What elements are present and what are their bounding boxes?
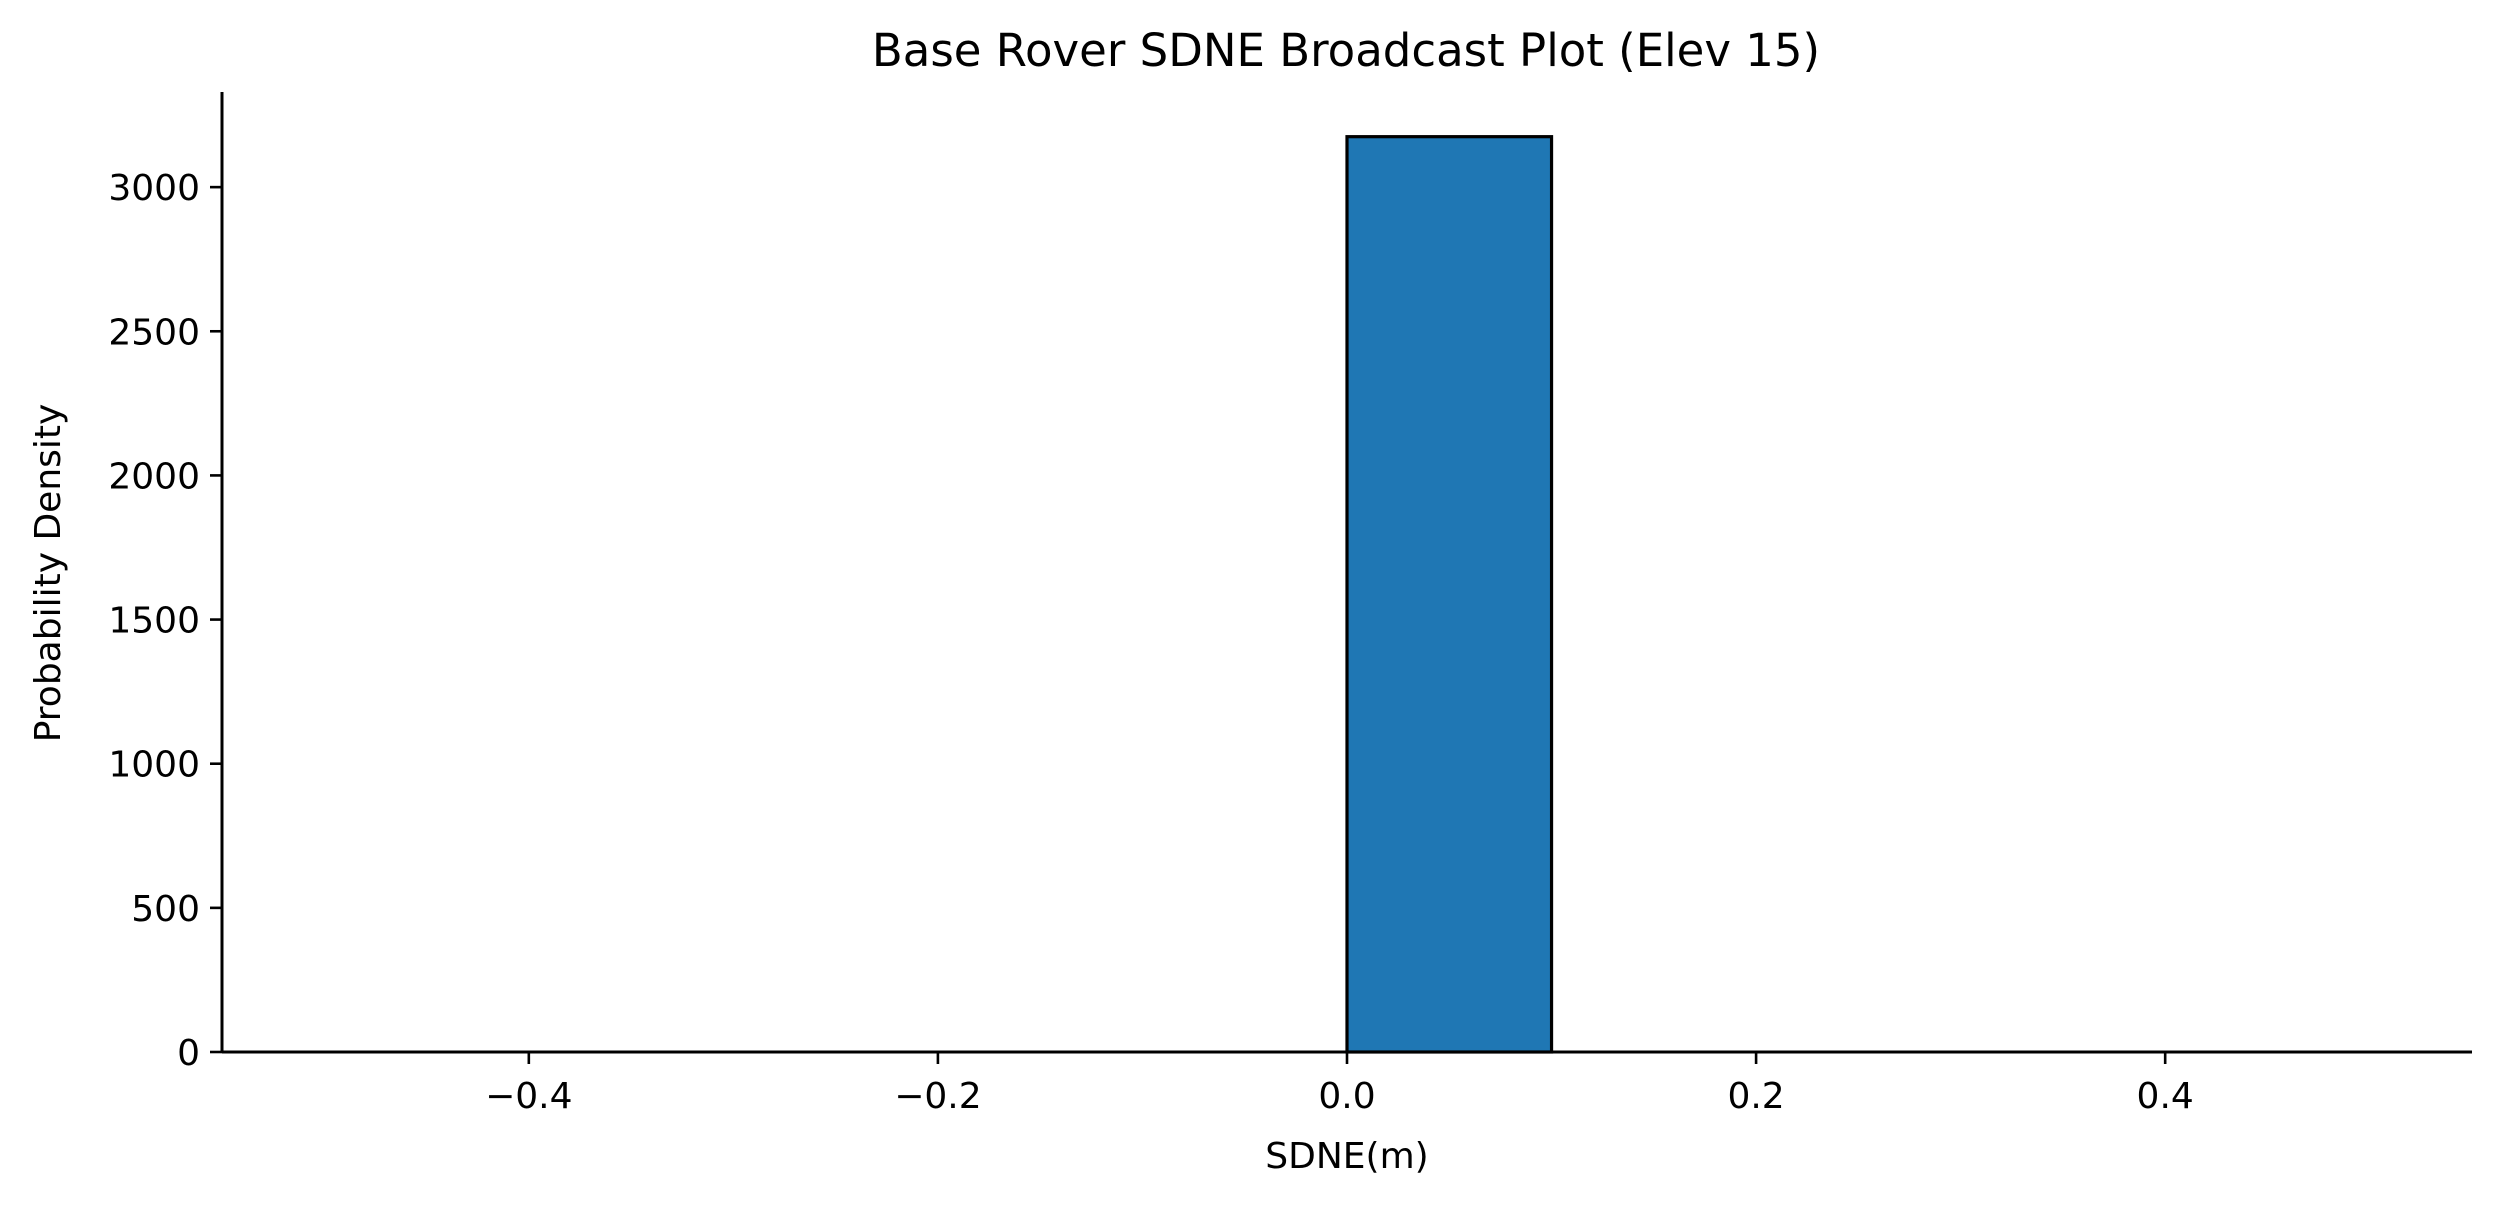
x-tick-label: 0.0 bbox=[1318, 1076, 1375, 1117]
y-tick-label: 3000 bbox=[108, 168, 200, 209]
x-tick-label: −0.4 bbox=[485, 1076, 572, 1117]
y-tick-label: 1000 bbox=[108, 745, 200, 786]
bars-layer bbox=[1345, 135, 1554, 1054]
x-tick-label: 0.2 bbox=[1727, 1076, 1784, 1117]
y-tick-label: 2000 bbox=[108, 456, 200, 497]
x-tick-label: −0.2 bbox=[894, 1076, 981, 1117]
y-tick-label: 2500 bbox=[108, 312, 200, 353]
y-ticks: 0 500 1000 1500 2000 2500 3000 bbox=[108, 168, 222, 1074]
y-tick-label: 500 bbox=[131, 889, 200, 930]
x-tick-label: 0.4 bbox=[2137, 1076, 2194, 1117]
y-tick-label: 0 bbox=[177, 1033, 200, 1074]
chart-title: Base Rover SDNE Broadcast Plot (Elev 15) bbox=[872, 24, 1820, 77]
x-ticks: −0.4 −0.2 0.0 0.2 0.4 bbox=[485, 1052, 2194, 1117]
x-axis-label: SDNE(m) bbox=[1265, 1136, 1428, 1177]
histogram-bar bbox=[1345, 135, 1554, 1054]
y-axis-label: Probability Density bbox=[28, 404, 69, 743]
y-tick-label: 1500 bbox=[108, 601, 200, 642]
